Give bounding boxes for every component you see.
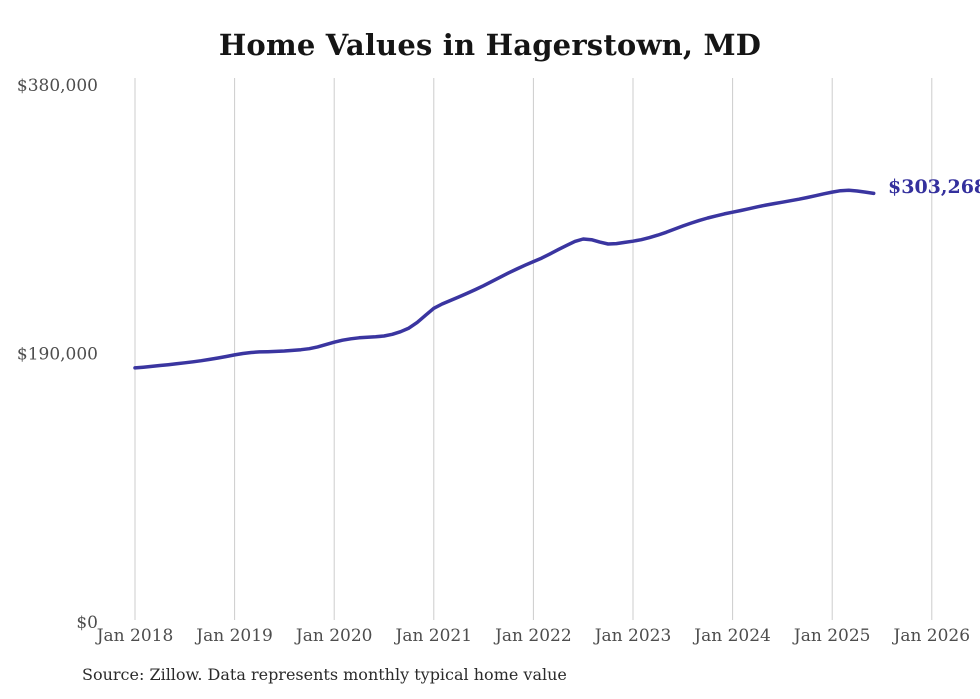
- x-tick-label: Jan 2025: [792, 626, 871, 646]
- x-tick-label: Jan 2020: [294, 626, 373, 646]
- latest-value-label: $303,268: [888, 176, 980, 198]
- x-tick-label: Jan 2022: [493, 626, 572, 646]
- x-tick-label: Jan 2021: [394, 626, 473, 646]
- y-tick-label: $0: [76, 613, 98, 633]
- x-tick-label: Jan 2018: [95, 626, 174, 646]
- x-tick-label: Jan 2026: [892, 626, 971, 646]
- home-value-series-line: [133, 188, 876, 370]
- source-note: Source: Zillow. Data represents monthly …: [82, 665, 567, 684]
- x-tick-label: Jan 2024: [692, 626, 771, 646]
- x-tick-label: Jan 2023: [593, 626, 672, 646]
- y-tick-label: $380,000: [17, 76, 98, 96]
- y-tick-label: $190,000: [17, 345, 98, 365]
- x-tick-label: Jan 2019: [194, 626, 273, 646]
- chart-title: Home Values in Hagerstown, MD: [218, 28, 762, 62]
